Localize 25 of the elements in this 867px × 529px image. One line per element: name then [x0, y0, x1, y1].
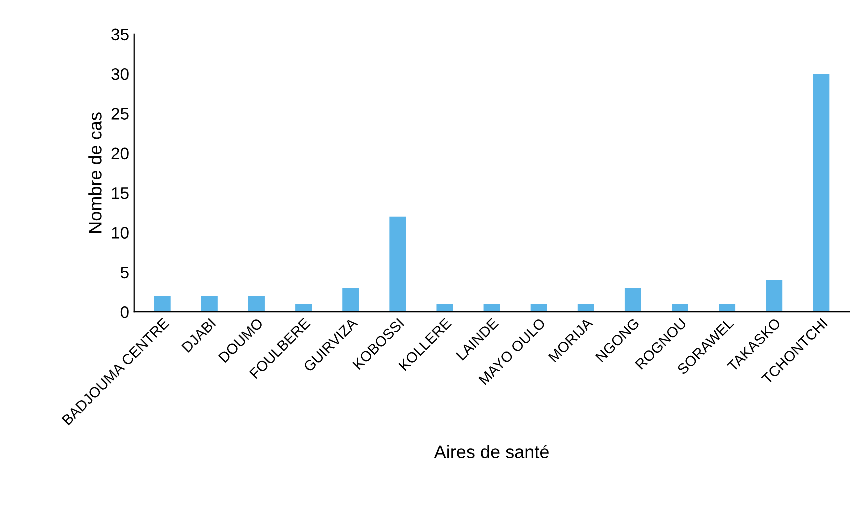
- bar: [813, 74, 830, 312]
- y-tick-label: 10: [112, 227, 129, 239]
- bar: [624, 288, 642, 312]
- bar: [248, 296, 265, 312]
- bar: [766, 280, 783, 312]
- bar: [578, 304, 594, 312]
- x-axis-title: Aires de santé: [434, 445, 549, 459]
- bar: [342, 288, 360, 312]
- bar: [390, 216, 406, 312]
- bar: [436, 304, 454, 312]
- bar: [719, 304, 736, 312]
- bar: [154, 296, 171, 312]
- y-tick-label: 30: [112, 68, 129, 80]
- bar: [296, 304, 312, 312]
- y-tick-label: 15: [112, 188, 129, 200]
- bar: [672, 304, 688, 312]
- bar: [201, 296, 218, 312]
- y-tick-label: 20: [112, 148, 129, 160]
- bar: [530, 304, 548, 312]
- bar: [484, 304, 500, 312]
- y-axis-title: Nombre de cas: [88, 112, 102, 233]
- y-tick-label: 5: [120, 267, 129, 279]
- y-tick-label: 25: [112, 108, 129, 120]
- y-tick-label: 0: [120, 306, 129, 318]
- y-tick-label: 35: [112, 28, 129, 41]
